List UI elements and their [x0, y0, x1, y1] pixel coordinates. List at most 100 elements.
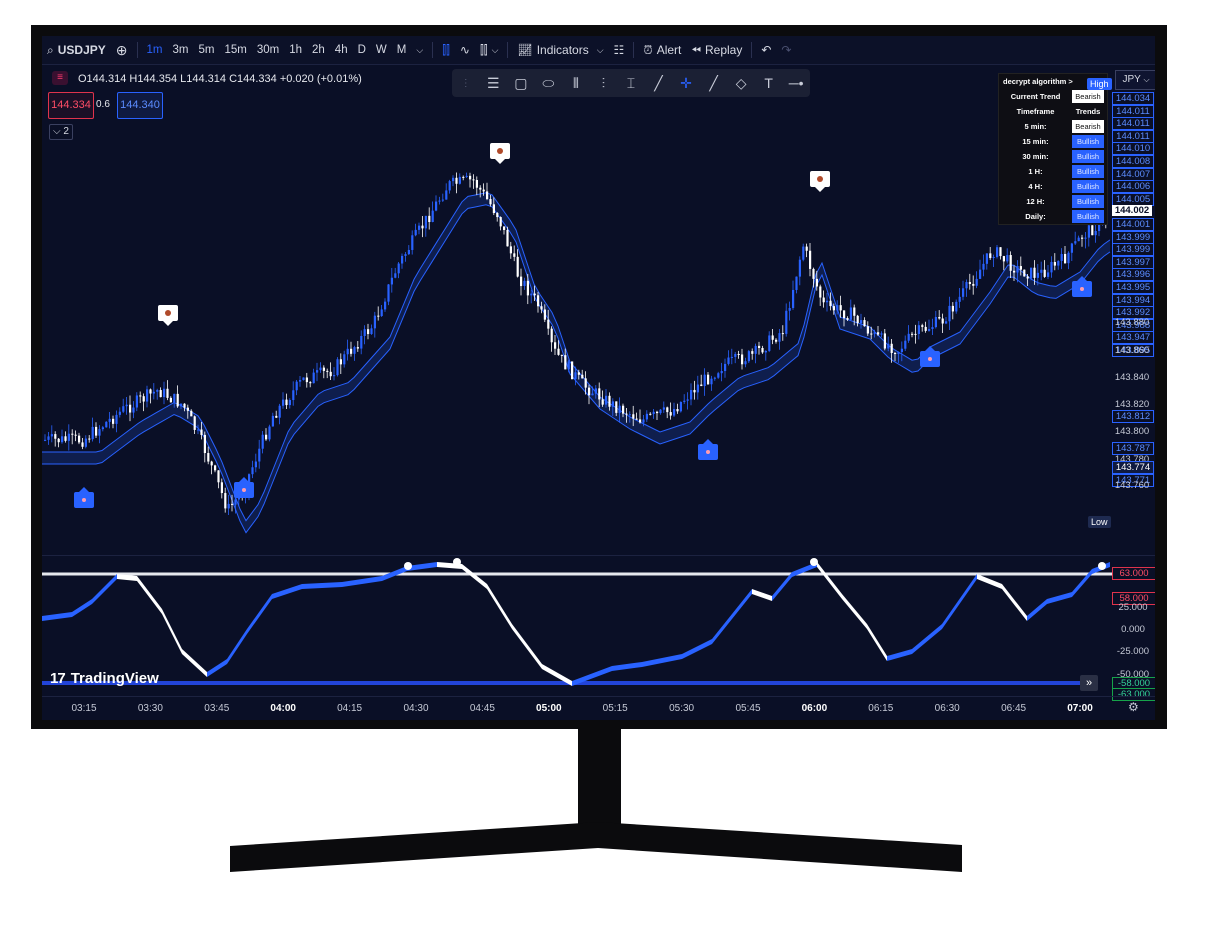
timeframe-2h[interactable]: 2h	[312, 44, 325, 56]
timeframe-dropdown[interactable]: ⌵	[411, 36, 428, 64]
candle-body	[832, 306, 835, 311]
scroll-to-realtime-button[interactable]: »	[1080, 675, 1098, 691]
brush-icon[interactable]: ╱	[654, 74, 663, 91]
drag-handle-icon[interactable]: ⋮	[460, 77, 471, 89]
timeframe-30m[interactable]: 30m	[256, 44, 280, 56]
candle-body	[968, 282, 971, 284]
candle-body	[445, 190, 448, 200]
timeframe-W[interactable]: W	[375, 44, 387, 56]
timeframe-15m[interactable]: 15m	[224, 44, 247, 56]
buy-button[interactable]: 144.340	[117, 92, 163, 119]
osc-segment	[182, 649, 207, 677]
trend-row-label: 15 min:	[1022, 137, 1049, 146]
candle-body	[258, 448, 261, 462]
sell-button[interactable]: 144.334	[48, 92, 94, 119]
candle-body	[557, 348, 560, 355]
trendlines-icon[interactable]: ☰	[487, 74, 500, 91]
chart-type-button[interactable]: ⫿⫿	[437, 36, 455, 64]
time-label: 04:00	[270, 703, 296, 714]
alert-button[interactable]: ⏰︎ Alert	[638, 36, 686, 64]
time-axis[interactable]: 03:15 03:30 03:45 04:00 04:15 04:30 04:45 05:00…	[42, 696, 1155, 720]
undo-button[interactable]: ↶	[756, 36, 776, 64]
bear-icon	[497, 148, 503, 154]
symbol-search[interactable]: ⌕ USDJPY	[42, 36, 111, 64]
candle-body	[492, 204, 495, 214]
osc-segment	[162, 609, 182, 654]
candle-body	[346, 348, 349, 355]
indicator-menu-icon[interactable]: ≡	[52, 71, 68, 85]
layouts-button[interactable]: ☷	[609, 36, 630, 64]
candle-body	[214, 465, 217, 471]
candle-body	[455, 177, 458, 184]
candle-body	[227, 503, 230, 509]
timeframe-3m[interactable]: 3m	[172, 44, 189, 56]
replay-button[interactable]: ⏪︎ Replay	[686, 36, 747, 64]
fib-icon[interactable]: ⫶	[601, 74, 606, 91]
osc-level-minus-63: -63.000	[1112, 688, 1155, 701]
candle-body	[720, 370, 723, 374]
price-label: 143.994	[1112, 293, 1154, 307]
price-range-icon[interactable]: ⌶	[626, 74, 636, 91]
pane-divider[interactable]	[42, 555, 1155, 556]
candle-body	[1043, 269, 1046, 277]
collapse-indicators-button[interactable]: ⌵ 2	[49, 124, 73, 140]
crosshair-icon[interactable]: ✛	[680, 74, 692, 91]
osc-segment	[382, 566, 407, 581]
chevron-down-icon: ⌵	[491, 44, 499, 55]
candle-body	[941, 318, 944, 324]
candle-body	[1087, 225, 1090, 238]
buy-signal-arrow	[1077, 276, 1087, 281]
currency-selector[interactable]: JPY ⌵	[1115, 70, 1155, 90]
candle-body	[203, 434, 206, 454]
candle-body	[577, 372, 580, 375]
price-label: 143.947	[1112, 331, 1154, 345]
trend-row: 15 min: Bullish	[999, 134, 1107, 149]
line-tool-icon[interactable]: ╱	[709, 74, 718, 91]
path-icon[interactable]: ◇	[735, 74, 747, 91]
oscillator-pane[interactable]	[42, 556, 1112, 696]
rectangle-icon[interactable]: ▢	[514, 74, 528, 91]
candle-body	[217, 470, 220, 483]
candle-body	[843, 310, 846, 319]
timeframe-1h[interactable]: 1h	[289, 44, 302, 56]
price-chart[interactable]	[42, 65, 1112, 555]
candle-body	[67, 433, 70, 441]
candle-body	[373, 315, 376, 329]
osc-level-0: 0.000	[1121, 624, 1145, 635]
osc-level-minus-25: -25.000	[1116, 646, 1150, 657]
candle-body	[877, 332, 880, 335]
candle-body	[625, 413, 628, 415]
candle-body	[778, 333, 781, 342]
compare-button[interactable]: ⊕	[111, 36, 133, 64]
timeframe-1m[interactable]: 1m	[146, 44, 163, 56]
candle-body	[866, 326, 869, 334]
text-tool-icon[interactable]: T	[764, 75, 773, 91]
bars-button[interactable]: ⫿⫿ ⌵	[475, 36, 504, 64]
redo-button[interactable]: ↷	[776, 36, 796, 64]
tradingview-logo-icon: 17	[50, 670, 66, 687]
candle-body	[890, 343, 893, 353]
ellipse-icon[interactable]: ⬭	[542, 74, 555, 91]
candle-body	[489, 199, 492, 205]
trend-row-value: Bearish	[1072, 120, 1104, 133]
candle-body	[309, 382, 312, 384]
timeframe-D[interactable]: D	[357, 44, 366, 56]
candle-body	[520, 276, 523, 287]
timeframe-5m[interactable]: 5m	[198, 44, 215, 56]
candle-body	[676, 409, 679, 412]
tradingview-logo[interactable]: 17 TradingView	[50, 670, 159, 687]
candle-body	[921, 325, 924, 327]
candle-body	[686, 399, 689, 401]
candle-body	[261, 434, 264, 449]
candle-body	[618, 405, 621, 413]
channel-icon[interactable]: ⫴	[572, 74, 579, 91]
trend-row: 30 min: Bullish	[999, 149, 1107, 164]
indicators-button[interactable]: 📈︎ Indicators ⌵	[512, 36, 608, 64]
timeframe-M[interactable]: M	[396, 44, 407, 56]
timeframe-4h[interactable]: 4h	[334, 44, 348, 56]
ray-icon[interactable]: ─•	[788, 75, 804, 91]
candle-body	[1053, 262, 1056, 266]
osc-peak-dot	[1098, 562, 1106, 570]
line-chart-button[interactable]: ∿	[455, 36, 475, 64]
gear-icon[interactable]: ⚙︎	[1128, 700, 1139, 714]
